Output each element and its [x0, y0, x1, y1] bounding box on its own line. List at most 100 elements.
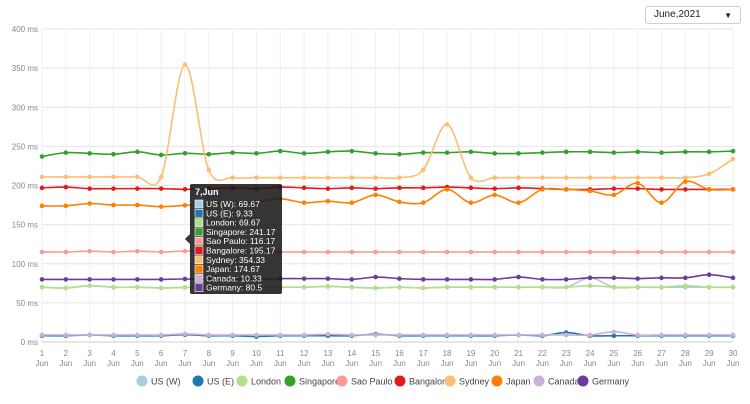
data-point[interactable]: [468, 185, 474, 191]
data-point[interactable]: [325, 284, 331, 289]
data-point[interactable]: [563, 187, 569, 192]
legend-item-london[interactable]: London: [236, 375, 282, 387]
data-point[interactable]: [182, 150, 188, 156]
data-point[interactable]: [87, 201, 92, 206]
data-point[interactable]: [158, 285, 164, 291]
data-point[interactable]: [420, 285, 426, 291]
data-point[interactable]: [635, 249, 640, 255]
data-point[interactable]: [563, 332, 569, 338]
data-point[interactable]: [63, 203, 69, 209]
data-point[interactable]: [587, 332, 593, 338]
data-point[interactable]: [135, 186, 140, 191]
data-point[interactable]: [135, 202, 140, 208]
data-point[interactable]: [373, 285, 378, 291]
legend-item-us-e-[interactable]: US (E): [192, 375, 235, 387]
data-point[interactable]: [230, 332, 235, 338]
data-point[interactable]: [611, 333, 617, 339]
data-point[interactable]: [635, 186, 640, 191]
data-point[interactable]: [706, 171, 712, 177]
data-point[interactable]: [492, 192, 498, 198]
legend-item-japan[interactable]: Japan: [491, 375, 531, 387]
data-point[interactable]: [611, 329, 617, 335]
legend-item-germany[interactable]: Germany: [577, 375, 630, 387]
data-point[interactable]: [135, 149, 140, 155]
data-point[interactable]: [373, 186, 378, 191]
data-point[interactable]: [349, 277, 355, 282]
data-point[interactable]: [325, 276, 331, 281]
data-point[interactable]: [158, 277, 164, 282]
data-point[interactable]: [135, 248, 140, 254]
data-point[interactable]: [63, 332, 69, 338]
data-point[interactable]: [158, 174, 164, 180]
data-point[interactable]: [87, 186, 92, 191]
data-point[interactable]: [39, 277, 45, 282]
data-point[interactable]: [611, 175, 617, 180]
data-point[interactable]: [111, 202, 116, 208]
legend-item-sydney[interactable]: Sydney: [444, 375, 490, 387]
data-point[interactable]: [516, 249, 521, 255]
data-point[interactable]: [87, 151, 92, 156]
data-point[interactable]: [63, 277, 69, 282]
data-point[interactable]: [301, 332, 307, 338]
data-point[interactable]: [111, 151, 116, 157]
data-point[interactable]: [111, 284, 116, 290]
data-point[interactable]: [397, 332, 402, 338]
data-point[interactable]: [111, 174, 116, 180]
data-point[interactable]: [635, 332, 640, 338]
data-point[interactable]: [730, 275, 736, 281]
data-point[interactable]: [540, 284, 545, 290]
data-point[interactable]: [611, 186, 617, 191]
data-point[interactable]: [39, 249, 45, 255]
data-point[interactable]: [659, 284, 664, 290]
data-point[interactable]: [349, 185, 355, 191]
data-point[interactable]: [111, 277, 116, 282]
data-point[interactable]: [63, 249, 69, 255]
data-point[interactable]: [111, 249, 116, 255]
data-point[interactable]: [158, 204, 164, 209]
data-point[interactable]: [659, 150, 664, 155]
data-point[interactable]: [468, 277, 474, 282]
data-point[interactable]: [730, 284, 736, 290]
data-point[interactable]: [277, 148, 283, 154]
data-point[interactable]: [683, 187, 688, 192]
data-point[interactable]: [277, 332, 283, 338]
data-point[interactable]: [563, 149, 569, 155]
data-point[interactable]: [516, 200, 521, 206]
data-point[interactable]: [87, 332, 92, 338]
data-point[interactable]: [182, 331, 188, 337]
data-point[interactable]: [254, 332, 259, 338]
data-point[interactable]: [468, 200, 474, 206]
data-point[interactable]: [492, 151, 498, 156]
data-point[interactable]: [158, 186, 164, 191]
data-point[interactable]: [182, 248, 188, 254]
data-point[interactable]: [301, 284, 307, 290]
data-point[interactable]: [635, 149, 640, 155]
data-point[interactable]: [182, 285, 188, 290]
data-point[interactable]: [444, 249, 450, 255]
data-point[interactable]: [87, 174, 92, 180]
data-point[interactable]: [706, 187, 712, 192]
data-point[interactable]: [420, 249, 426, 255]
data-point[interactable]: [397, 185, 402, 191]
data-point[interactable]: [39, 154, 45, 159]
data-point[interactable]: [468, 284, 474, 290]
data-point[interactable]: [706, 272, 712, 278]
data-point[interactable]: [587, 149, 593, 155]
data-point[interactable]: [397, 284, 402, 290]
data-point[interactable]: [492, 332, 498, 338]
data-point[interactable]: [39, 203, 45, 209]
data-point[interactable]: [135, 332, 140, 338]
data-point[interactable]: [39, 332, 45, 338]
data-point[interactable]: [444, 332, 450, 338]
data-point[interactable]: [563, 249, 569, 255]
data-point[interactable]: [325, 175, 331, 180]
data-point[interactable]: [182, 276, 188, 282]
data-point[interactable]: [301, 151, 307, 156]
data-point[interactable]: [611, 284, 617, 290]
data-point[interactable]: [397, 276, 402, 281]
data-point[interactable]: [39, 185, 45, 191]
data-point[interactable]: [135, 174, 140, 180]
data-point[interactable]: [516, 284, 521, 290]
data-point[interactable]: [182, 186, 188, 192]
data-point[interactable]: [397, 249, 402, 255]
